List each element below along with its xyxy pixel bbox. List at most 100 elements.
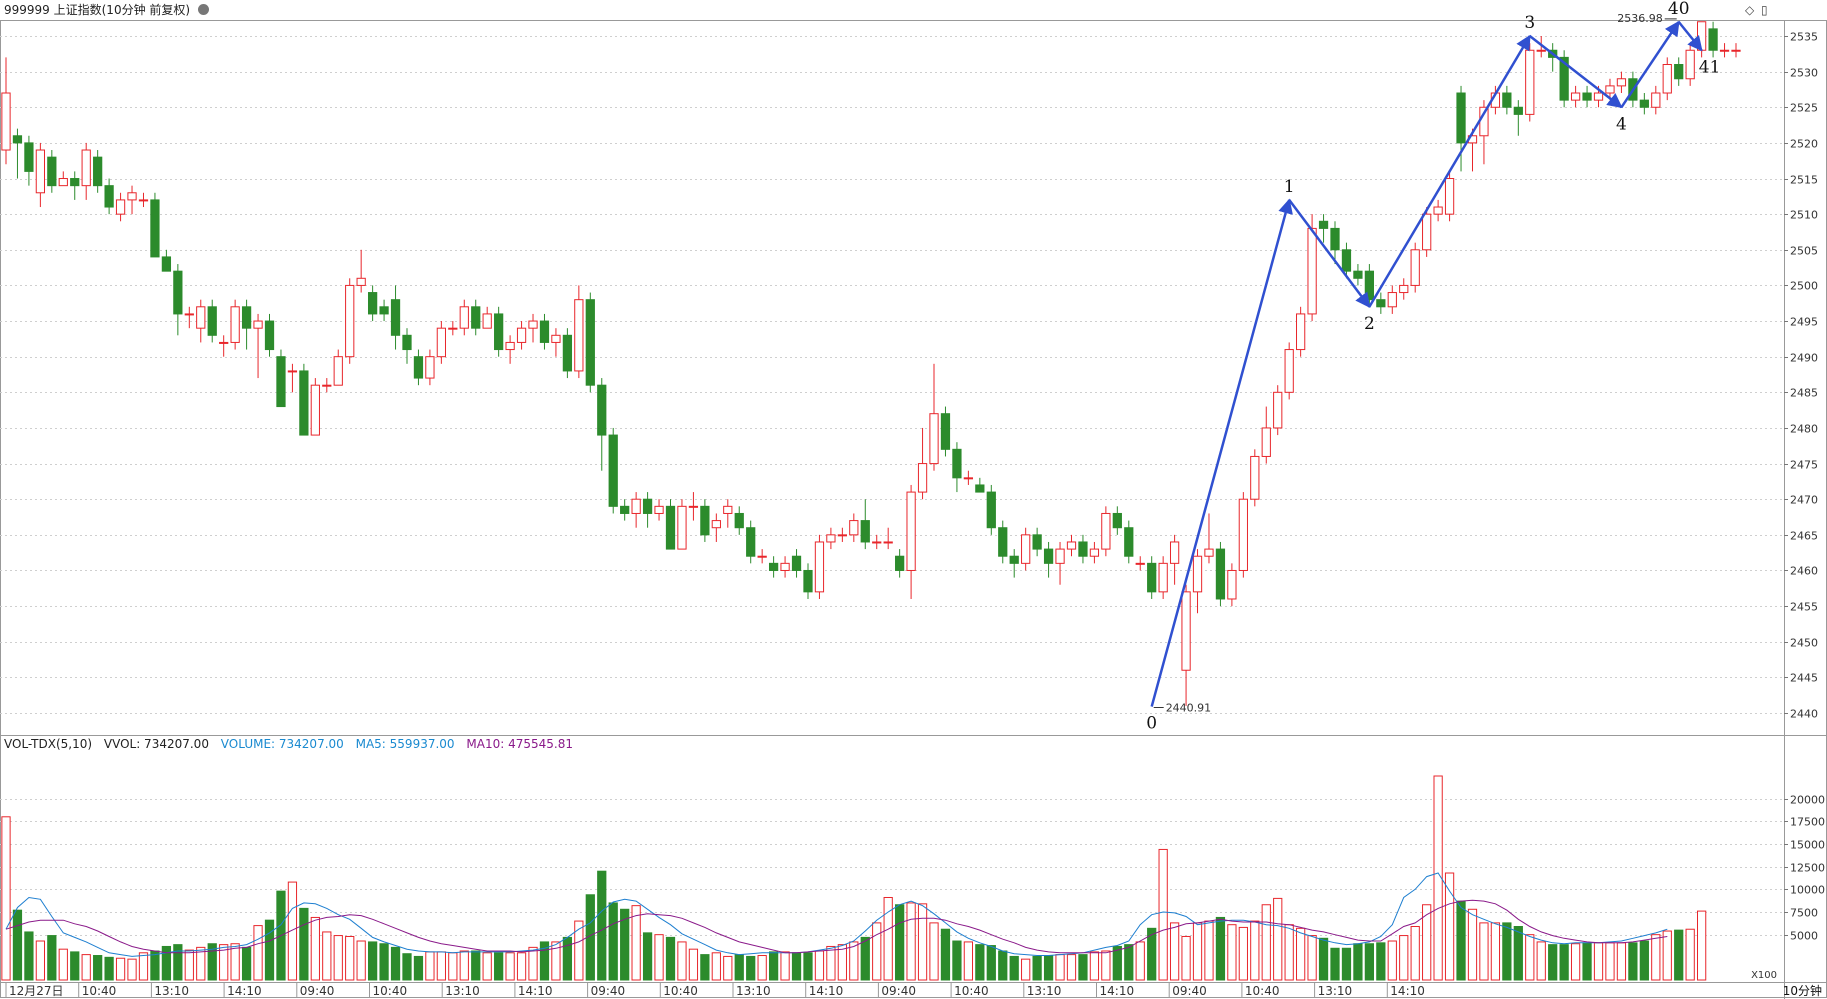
volume-bar-down: [597, 870, 607, 981]
volume-bar-up: [757, 955, 767, 981]
volume-bar-down: [608, 902, 618, 981]
candle-up: [677, 505, 687, 550]
candle-up: [723, 505, 733, 514]
volume-bar-up: [1467, 908, 1478, 981]
volume-bar-up: [929, 922, 939, 981]
candle-down: [734, 512, 744, 529]
volume-bar-down: [1147, 927, 1157, 981]
wave-label: 4: [1616, 114, 1627, 134]
volume-bar-up: [345, 935, 355, 981]
candle-up: [1570, 92, 1581, 101]
title-text: 999999 上证指数(10分钟 前复权): [4, 3, 191, 17]
volume-bar-up: [1410, 926, 1420, 981]
volume-bar-up: [883, 896, 893, 981]
volume-bar-up: [1651, 934, 1661, 981]
volume-bar-down: [1112, 945, 1122, 981]
ma10-value: MA10: 475545.81: [466, 737, 573, 751]
volume-bar-down: [895, 904, 905, 981]
volume-bar-up: [814, 950, 825, 981]
candle-up: [906, 491, 916, 571]
volume-bar-down: [379, 943, 389, 981]
candle-up: [35, 149, 45, 194]
candle-down: [1502, 92, 1512, 108]
candle-up: [1238, 498, 1248, 571]
candle-down: [700, 505, 710, 536]
volume-bar-up: [528, 946, 538, 981]
volume-bar-up: [906, 902, 916, 981]
volume-bar-down: [1548, 944, 1558, 981]
volume-bar-down: [746, 955, 756, 981]
volume-bar-up: [1697, 910, 1707, 981]
candle-up: [1593, 92, 1604, 101]
volume-value: VOLUME: 734207.00: [220, 737, 344, 751]
candle-up: [929, 413, 939, 465]
volume-bar-up: [516, 952, 527, 981]
candle-down: [1009, 555, 1019, 564]
volume-bar-up: [1479, 922, 1489, 981]
time-tick-label: 14:10: [1100, 984, 1135, 998]
volume-bar-up: [1399, 935, 1409, 981]
candle-up: [184, 313, 194, 316]
volume-bar-up: [1238, 926, 1248, 981]
volume-bar-up: [482, 952, 492, 981]
candle-down: [241, 306, 252, 329]
time-tick-label: 09:40: [300, 984, 335, 998]
volume-bar-up: [1422, 904, 1432, 981]
candle-down: [1376, 299, 1386, 308]
volume-bar-up: [1, 816, 11, 981]
volume-bar-up: [356, 940, 366, 981]
volume-bar-down: [12, 909, 23, 981]
volume-bar-down: [620, 908, 630, 981]
volume-bar-up: [688, 948, 699, 981]
wave-label: 41: [1699, 57, 1721, 77]
volume-bar-up: [917, 903, 928, 981]
time-tick-label: 10:40: [373, 984, 408, 998]
candle-down: [299, 370, 309, 436]
candle-up: [1651, 92, 1661, 108]
volume-tick-label: 7500: [1790, 907, 1818, 920]
candle-up: [310, 384, 320, 436]
wave-label: 3: [1524, 13, 1535, 33]
candle-down: [975, 484, 985, 493]
wave-segment: [1368, 34, 1531, 308]
volume-bar-up: [1089, 951, 1100, 981]
panel-toggle-icon[interactable]: ▯: [1761, 3, 1768, 17]
candle-up: [230, 306, 240, 343]
volume-bar-up: [1066, 954, 1077, 981]
volume-bar-up: [1605, 942, 1615, 981]
volume-bar-up: [219, 944, 229, 981]
candle-up: [333, 356, 343, 386]
volume-bar-down: [390, 946, 401, 981]
time-tick-label: 10:40: [954, 984, 989, 998]
volume-bar-up: [1296, 927, 1306, 981]
volume-bar-down: [539, 941, 550, 981]
volume-bar-down: [207, 943, 217, 981]
volume-header: VOL-TDX(5,10) VVOL: 734207.00 VOLUME: 73…: [4, 736, 581, 752]
volume-bar-down: [161, 945, 172, 981]
time-tick-label: 09:40: [1172, 984, 1207, 998]
diamond-icon[interactable]: ◇: [1745, 3, 1755, 17]
volume-bar-up: [1433, 775, 1443, 981]
candle-down: [1456, 92, 1466, 144]
candle-up: [505, 341, 515, 351]
price-tick-label: 2480: [1790, 423, 1818, 436]
price-tick-label: 2445: [1790, 672, 1818, 685]
candle-up: [1444, 178, 1455, 215]
volume-bar-up: [574, 920, 584, 981]
candle-down: [1353, 270, 1363, 279]
candle-up: [196, 306, 206, 329]
volume-bar-down: [150, 950, 160, 981]
chevron-down-icon[interactable]: [197, 4, 209, 15]
candle-down: [24, 142, 34, 172]
volume-bar-down: [791, 952, 802, 981]
volume-bar-down: [665, 936, 676, 981]
volume-bar-down: [1628, 942, 1638, 981]
time-tick-label: 10:40: [663, 984, 698, 998]
candle-down: [1559, 56, 1569, 101]
volume-bar-down: [700, 954, 710, 981]
candle-up: [1284, 349, 1294, 393]
price-tick-label: 2500: [1790, 280, 1818, 293]
candle-up: [814, 541, 825, 593]
volume-bar-up: [1570, 943, 1581, 981]
volume-bar-up: [459, 950, 469, 981]
